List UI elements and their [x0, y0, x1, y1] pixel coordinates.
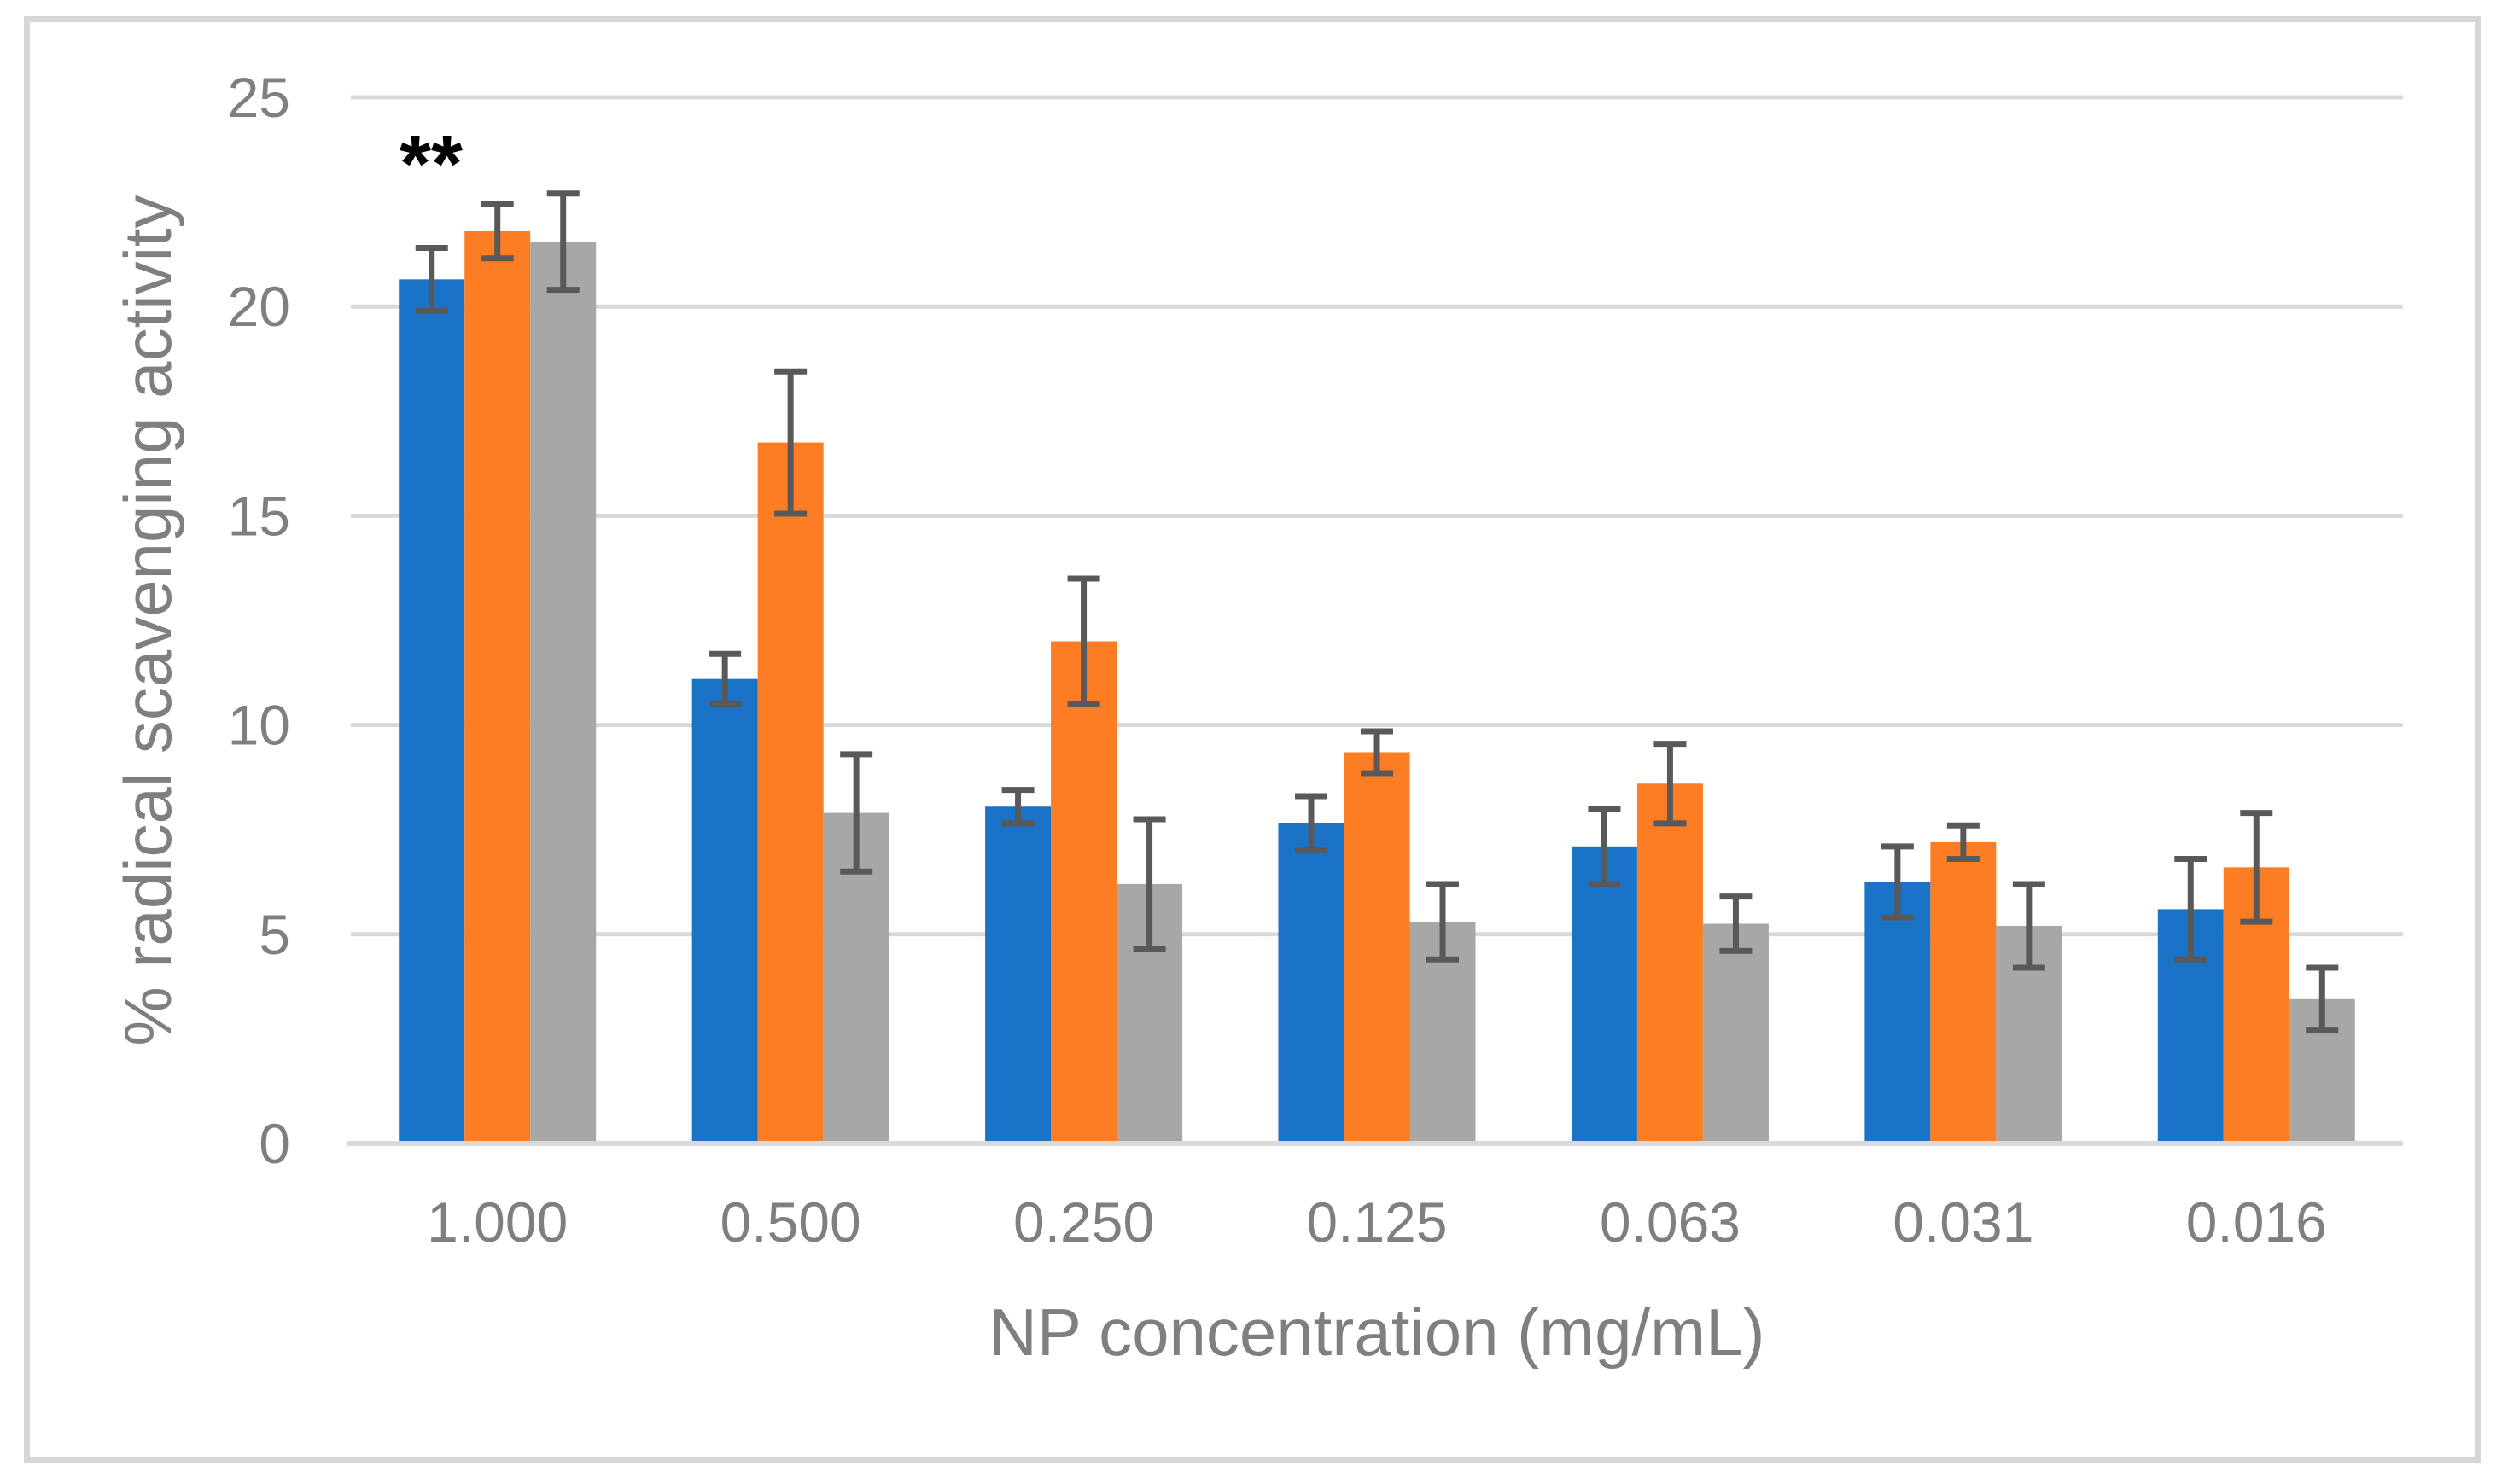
error-bar-orange-0.063	[1653, 741, 1687, 827]
x-tick-label-0.016: 0.016	[2186, 1190, 2327, 1254]
error-bar-gray-0.031	[2012, 881, 2045, 971]
error-bar-blue-0.016	[2174, 856, 2207, 963]
figure-border	[24, 16, 2481, 1463]
error-bar-gray-1.000	[546, 190, 580, 294]
error-bar-gray-0.063	[1719, 893, 1753, 954]
error-bar-gray-0.016	[2306, 964, 2339, 1034]
bar-orange-0.125	[1344, 752, 1410, 1144]
error-bar-blue-0.500	[709, 650, 742, 707]
bar-orange-0.250	[1051, 641, 1117, 1144]
error-bars-layer	[415, 190, 2339, 1034]
bar-blue-0.063	[1571, 846, 1637, 1144]
x-tick-label-0.250: 0.250	[1013, 1190, 1154, 1254]
bar-blue-0.125	[1278, 823, 1344, 1144]
x-axis-title: NP concentration (mg/mL)	[989, 1295, 1765, 1370]
bar-orange-0.500	[757, 442, 824, 1144]
error-bar-orange-0.125	[1361, 728, 1393, 777]
x-tick-label-0.125: 0.125	[1306, 1190, 1447, 1254]
error-bar-gray-0.500	[840, 751, 873, 875]
y-axis-title: % radical scavenging activity	[110, 195, 185, 1045]
y-tick-label-0: 0	[259, 1112, 290, 1175]
y-tick-label-5: 5	[259, 903, 290, 966]
bar-orange-1.000	[464, 230, 531, 1144]
error-bar-orange-0.250	[1067, 575, 1100, 707]
error-bar-orange-0.031	[1946, 822, 1980, 863]
error-bar-orange-0.500	[774, 368, 808, 517]
error-bar-gray-0.250	[1133, 816, 1166, 952]
error-bar-blue-1.000	[415, 245, 448, 314]
bars-layer	[399, 230, 2355, 1144]
x-tick-label-1.000: 1.000	[427, 1190, 568, 1254]
bar-orange-0.031	[1930, 841, 1997, 1144]
x-tick-label-0.063: 0.063	[1600, 1190, 1741, 1254]
error-bar-blue-0.031	[1881, 843, 1914, 921]
y-tick-label-20: 20	[228, 275, 290, 338]
bar-blue-1.000	[399, 279, 465, 1144]
tick-labels-layer: 0 5 10 15 20 25 1.000 0.500 0.250 0.125 0.063 0.031…	[228, 66, 2327, 1254]
bar-blue-0.250	[985, 806, 1052, 1144]
error-bar-blue-0.063	[1588, 806, 1621, 887]
y-tick-label-15: 15	[228, 484, 290, 547]
error-bar-orange-0.016	[2240, 810, 2273, 925]
significance-annotation: **	[400, 119, 463, 209]
error-bar-orange-1.000	[481, 201, 514, 262]
bar-gray-0.063	[1702, 923, 1769, 1144]
error-bar-blue-0.125	[1295, 793, 1327, 854]
x-tick-label-0.031: 0.031	[1893, 1190, 2033, 1254]
bar-gray-1.000	[530, 242, 597, 1144]
y-tick-label-25: 25	[228, 66, 290, 129]
bar-blue-0.031	[1864, 882, 1931, 1144]
y-tick-label-10: 10	[228, 694, 290, 757]
x-tick-label-0.500: 0.500	[720, 1190, 861, 1254]
error-bar-gray-0.125	[1426, 881, 1459, 963]
bar-blue-0.500	[691, 678, 758, 1144]
error-bar-blue-0.250	[1001, 787, 1035, 827]
bar-orange-0.063	[1636, 783, 1703, 1144]
